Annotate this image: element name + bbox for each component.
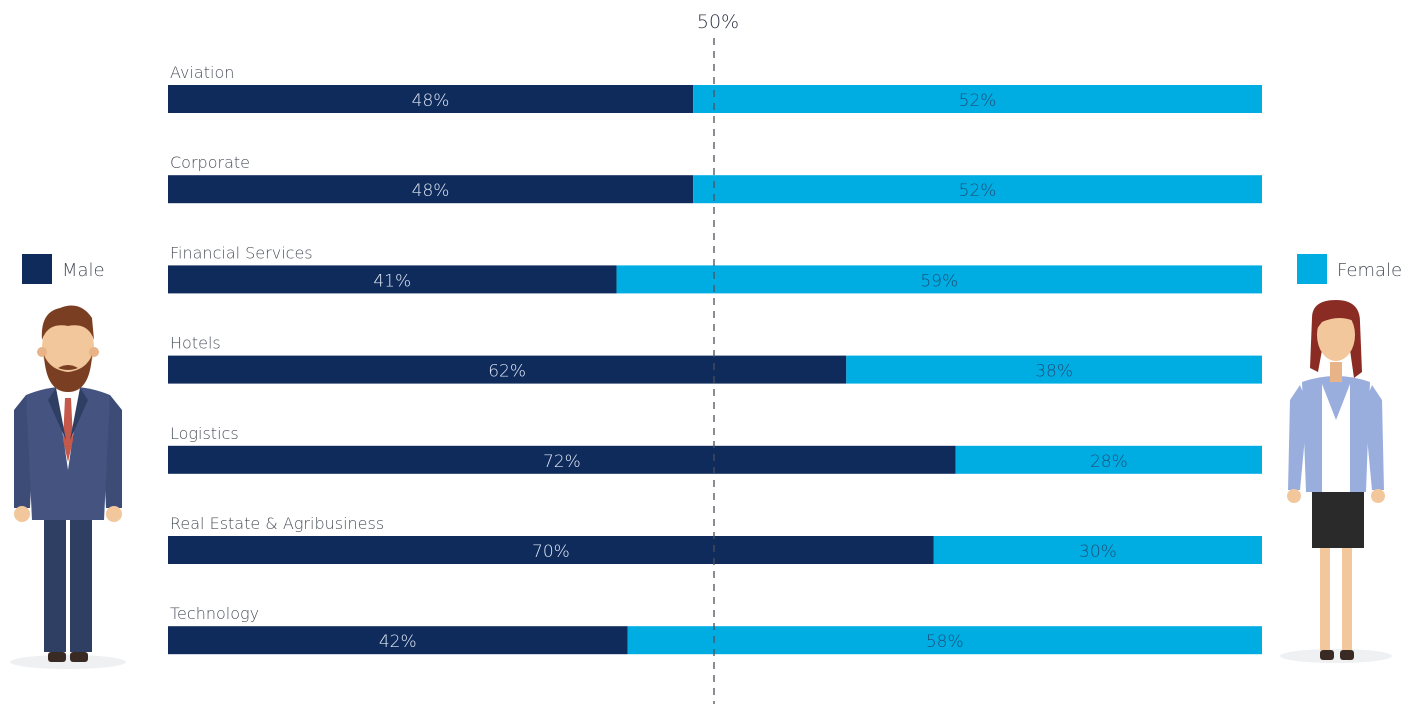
category-label-technology: Technology <box>170 604 259 623</box>
data-label-male-aviation: 48% <box>412 91 450 111</box>
legend-female-label: Female <box>1337 260 1403 281</box>
bar-female-aviation <box>693 85 1262 113</box>
category-label-real-estate-agribusiness: Real Estate & Agribusiness <box>170 514 384 533</box>
data-label-female-hotels: 38% <box>1035 362 1073 382</box>
data-label-male-financial-services: 41% <box>373 271 411 291</box>
bar-male-hotels <box>168 355 847 384</box>
bar-female-technology <box>627 626 1262 655</box>
category-label-corporate: Corporate <box>170 153 250 172</box>
bar-male-corporate <box>168 175 694 204</box>
data-label-female-financial-services: 59% <box>920 271 958 291</box>
category-label-logistics: Logistics <box>170 424 239 443</box>
bar-female-corporate <box>693 175 1262 204</box>
bar-male-logistics <box>168 445 956 474</box>
bar-male-financial-services <box>168 265 617 294</box>
category-label-aviation: Aviation <box>170 63 234 82</box>
bar-female-real-estate-agribusiness <box>933 536 1262 564</box>
data-label-male-real-estate-agribusiness: 70% <box>532 542 570 562</box>
labels-layer: Aviation 48% 52% Corporate 48% 52% Financial S… <box>170 63 1128 652</box>
legend-female-swatch <box>1297 254 1327 284</box>
bar-female-financial-services <box>616 265 1262 294</box>
legend-male-swatch <box>22 254 52 284</box>
data-label-female-corporate: 52% <box>959 181 997 201</box>
category-label-financial-services: Financial Services <box>170 243 313 262</box>
data-label-male-hotels: 62% <box>488 362 526 382</box>
data-label-female-technology: 58% <box>926 632 964 652</box>
data-label-male-logistics: 72% <box>543 452 581 472</box>
bar-male-technology <box>168 626 628 655</box>
bar-female-logistics <box>955 445 1262 474</box>
bars-layer <box>168 85 1262 655</box>
reference-line-label: 50% <box>697 11 739 33</box>
data-label-female-logistics: 28% <box>1090 452 1128 472</box>
legend-male-label: Male <box>62 260 105 281</box>
data-label-male-technology: 42% <box>379 632 417 652</box>
bar-female-hotels <box>846 355 1262 384</box>
data-label-male-corporate: 48% <box>412 181 450 201</box>
category-label-hotels: Hotels <box>170 334 221 353</box>
data-label-female-aviation: 52% <box>959 91 997 111</box>
data-label-female-real-estate-agribusiness: 30% <box>1079 542 1117 562</box>
bar-male-real-estate-agribusiness <box>168 536 934 564</box>
businesswoman-figure-icon <box>1280 300 1392 663</box>
businessman-figure-icon <box>10 305 126 669</box>
bar-male-aviation <box>168 85 694 113</box>
